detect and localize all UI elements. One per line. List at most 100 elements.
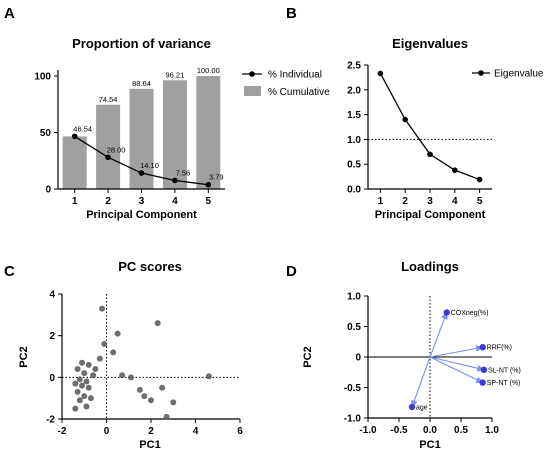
x-axis-title: Principal Component bbox=[86, 209, 197, 221]
y-tick-label: -1.0 bbox=[344, 414, 362, 425]
x-tick-label: 2 bbox=[105, 196, 111, 207]
loading-point bbox=[480, 366, 488, 374]
x-tick-label: 5 bbox=[206, 196, 212, 207]
loading-arrow bbox=[411, 356, 431, 409]
x-axis-title: Principal Component bbox=[375, 209, 486, 221]
x-axis-title: PC1 bbox=[139, 439, 160, 451]
y-tick-label: 1.0 bbox=[347, 292, 361, 303]
score-point bbox=[76, 376, 83, 383]
x-tick-label: 0.0 bbox=[423, 425, 437, 436]
legend-swatch-cumulative bbox=[244, 86, 261, 96]
score-point bbox=[110, 349, 117, 356]
score-point bbox=[90, 372, 97, 379]
score-point bbox=[81, 370, 88, 377]
data-label-individual: 3.79 bbox=[209, 173, 224, 182]
y-tick-label: 50 bbox=[40, 128, 52, 139]
y-tick-label: 0.5 bbox=[347, 322, 361, 333]
score-point bbox=[205, 373, 212, 380]
data-label-individual: 28.00 bbox=[107, 145, 126, 154]
y-tick-label: 2.5 bbox=[347, 61, 361, 72]
score-point bbox=[119, 372, 126, 379]
panel-letter-d: D bbox=[286, 263, 297, 280]
score-point bbox=[79, 359, 86, 366]
y-tick-label: 1.0 bbox=[347, 135, 361, 146]
point-individual bbox=[172, 177, 178, 184]
y-axis-title: PC2 bbox=[18, 346, 30, 367]
y-tick-label: 0.5 bbox=[347, 160, 361, 171]
chart-proportion-of-variance: Proportion of variance 74.54 88.64 96.21 100… bbox=[34, 36, 330, 221]
data-label-cumulative: 88.64 bbox=[132, 79, 151, 88]
x-tick-label: -0.5 bbox=[390, 425, 408, 436]
data-label-individual: 46.54 bbox=[73, 124, 92, 133]
data-label-cumulative: 96.21 bbox=[166, 70, 185, 79]
x-tick-label: 5 bbox=[477, 196, 483, 207]
score-point bbox=[92, 366, 99, 372]
x-tick-label: -1.0 bbox=[359, 425, 377, 436]
data-label-cumulative: 100.00 bbox=[197, 66, 220, 75]
x-tick-label: 2 bbox=[148, 426, 154, 437]
score-point bbox=[72, 380, 79, 387]
chart-loadings: Loadings -1.0 -0.5 0 0.5 1.0 -1.0 -0.5 0.0 0.5 1.0… bbox=[302, 259, 521, 451]
x-tick-label: 0.5 bbox=[454, 425, 468, 436]
point-eigenvalue bbox=[476, 176, 483, 183]
loading-arrow bbox=[429, 356, 484, 384]
legend-marker-individual bbox=[249, 71, 255, 77]
panel-letter-b: B bbox=[286, 5, 297, 22]
score-point bbox=[85, 384, 92, 391]
chart-pc-scores: PC scores -2 0 2 4 -2 0 2 4 6 PC1 PC2 bbox=[18, 259, 243, 451]
y-axis-title: PC2 bbox=[302, 346, 314, 367]
loading-label: RRF(%) bbox=[487, 345, 512, 352]
legend-marker-eigenvalue bbox=[478, 70, 484, 76]
score-point bbox=[141, 393, 148, 400]
chart-title: Eigenvalues bbox=[392, 36, 468, 51]
y-tick-label: 0.0 bbox=[347, 185, 361, 196]
y-tick-label: 0 bbox=[45, 185, 51, 196]
loading-arrow bbox=[429, 311, 448, 358]
score-point bbox=[85, 361, 92, 368]
score-point bbox=[87, 395, 94, 402]
score-point bbox=[76, 397, 83, 404]
x-tick-label: 3 bbox=[427, 196, 433, 207]
score-point bbox=[96, 355, 103, 362]
bar-cumulative bbox=[96, 104, 121, 189]
x-tick-label: 0 bbox=[104, 426, 110, 437]
score-point bbox=[159, 384, 166, 391]
chart-title: PC scores bbox=[118, 259, 182, 274]
data-label-individual: 7.56 bbox=[176, 168, 191, 177]
y-tick-label: -0.5 bbox=[344, 383, 362, 394]
score-point bbox=[83, 403, 90, 410]
x-tick-label: 1 bbox=[378, 196, 384, 207]
chart-title: Loadings bbox=[401, 259, 459, 274]
x-tick-label: 3 bbox=[139, 196, 145, 207]
loading-label: COXneg(%) bbox=[451, 310, 489, 317]
score-point bbox=[101, 341, 108, 347]
x-tick-label: 4 bbox=[193, 426, 199, 437]
loading-point bbox=[408, 403, 416, 411]
point-eigenvalue bbox=[377, 70, 384, 77]
loading-arrow bbox=[429, 356, 486, 372]
legend-label-individual: % Individual bbox=[268, 70, 322, 81]
bar-cumulative bbox=[196, 76, 221, 189]
score-point bbox=[74, 366, 81, 372]
x-axis-title: PC1 bbox=[419, 439, 440, 451]
bar-cumulative bbox=[62, 136, 87, 189]
x-tick-label: 6 bbox=[237, 426, 243, 437]
score-point bbox=[148, 397, 154, 404]
y-tick-label: -2 bbox=[46, 415, 55, 426]
panel-letter-c: C bbox=[4, 263, 15, 280]
x-tick-label: 1 bbox=[72, 196, 78, 207]
chart-title: Proportion of variance bbox=[72, 36, 211, 51]
point-eigenvalue bbox=[427, 151, 433, 158]
y-tick-label: 1.5 bbox=[347, 110, 361, 121]
score-point bbox=[127, 374, 134, 381]
series-line-eigenvalue bbox=[379, 73, 480, 181]
point-eigenvalue bbox=[452, 167, 458, 173]
score-point bbox=[74, 388, 81, 395]
score-point bbox=[99, 305, 106, 312]
score-point bbox=[81, 393, 88, 400]
data-label-individual: 14.10 bbox=[140, 161, 159, 170]
loading-point bbox=[479, 379, 486, 386]
y-tick-label: 4 bbox=[49, 290, 55, 301]
loading-point bbox=[479, 344, 486, 351]
